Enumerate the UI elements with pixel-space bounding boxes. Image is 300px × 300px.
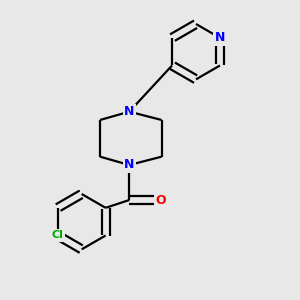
Text: N: N: [124, 158, 134, 172]
Text: Cl: Cl: [52, 230, 64, 241]
Text: N: N: [215, 31, 225, 44]
Text: O: O: [156, 194, 166, 206]
Text: N: N: [124, 105, 134, 118]
